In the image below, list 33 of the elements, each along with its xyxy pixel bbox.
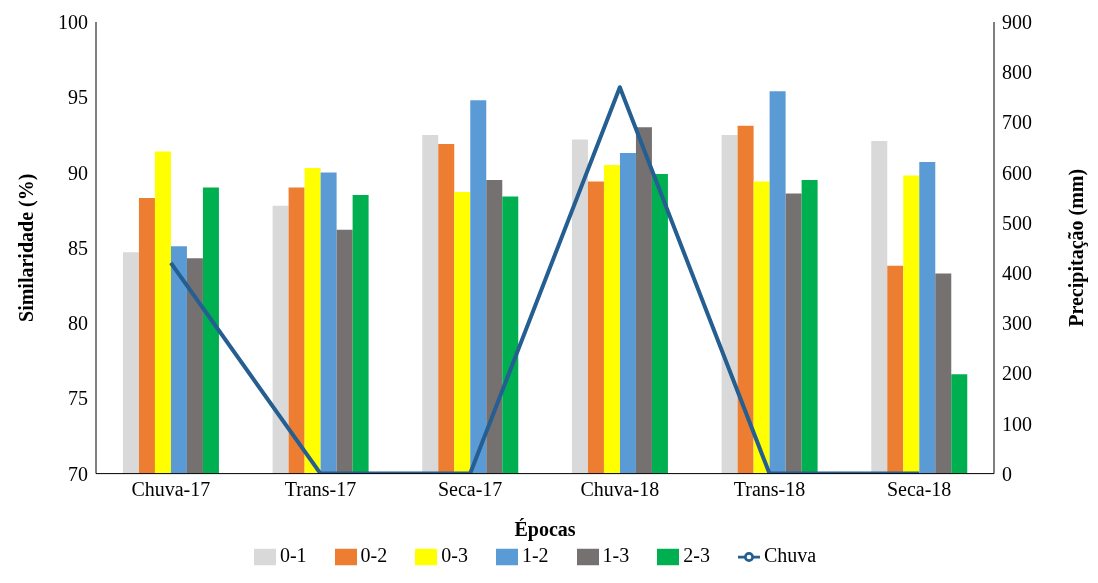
x-axis-title: Épocas <box>514 517 576 541</box>
y2-tick-label: 300 <box>1002 312 1032 335</box>
legend-label: 0-3 <box>441 543 468 566</box>
y2-tick-label: 100 <box>1002 412 1032 435</box>
legend-label: Chuva <box>763 543 817 566</box>
x-tick-label: Chuva-17 <box>131 477 211 500</box>
y-tick-label: 95 <box>68 86 88 109</box>
y-tick-label: 90 <box>68 161 88 184</box>
y-tick-label: 70 <box>68 462 88 485</box>
y2-tick-label: 900 <box>1002 11 1032 34</box>
y2-tick-label: 0 <box>1002 462 1012 485</box>
y2-axis-title: Precipitação (mm) <box>1065 168 1089 327</box>
y2-tick-label: 500 <box>1002 211 1032 234</box>
y2-tick-label: 800 <box>1002 61 1032 84</box>
legend-label: 0-1 <box>279 543 307 566</box>
x-tick-label: Trans-17 <box>284 477 357 500</box>
y-tick-label: 75 <box>68 387 88 410</box>
y2-tick-label: 600 <box>1002 161 1032 184</box>
x-tick-label: Seca-18 <box>886 477 952 500</box>
y2-tick-label: 400 <box>1002 261 1032 284</box>
y-tick-label: 80 <box>68 312 88 335</box>
legend-label: 1-3 <box>602 543 630 566</box>
legend-label: 2-3 <box>683 543 710 566</box>
x-tick-label: Trans-18 <box>733 477 806 500</box>
y-tick-label: 85 <box>68 236 88 259</box>
y2-tick-label: 700 <box>1002 111 1032 134</box>
legend-label: 0-2 <box>360 543 388 566</box>
y-axis-title: Similaridade (%) <box>15 173 39 322</box>
x-tick-label: Seca-17 <box>437 477 503 500</box>
x-tick-label: Chuva-18 <box>580 477 660 500</box>
y2-tick-label: 200 <box>1002 362 1032 385</box>
y-tick-label: 100 <box>58 11 88 34</box>
legend-label: 1-2 <box>521 543 549 566</box>
